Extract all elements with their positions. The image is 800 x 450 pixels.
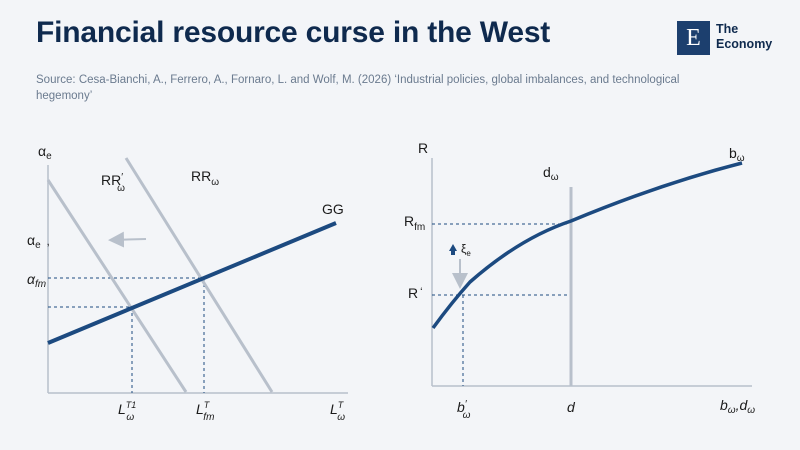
logo-mark: E	[677, 21, 710, 55]
xi-label: ξe	[461, 242, 471, 258]
gg-label: GG	[322, 201, 344, 217]
l1-tick-label: LT1 ω	[118, 400, 136, 423]
b-omega-curve	[431, 161, 743, 330]
alpha-e-label: αe,	[27, 232, 50, 251]
logo-line-1: The	[716, 22, 739, 36]
l-tick-label: LT ω	[330, 400, 345, 423]
left-y-axis-label: αe	[38, 143, 52, 162]
bprime-tick-label: b′ ω	[457, 399, 471, 421]
rr-label: RRω	[191, 168, 219, 188]
d-tick-label: d	[567, 399, 576, 415]
d-omega-label: dω	[543, 164, 559, 183]
shift-left-arrow	[108, 231, 147, 248]
source-citation: Source: Cesa-Bianchi, A., Ferrero, A., F…	[36, 74, 680, 102]
rprime-label: R ‘	[408, 285, 423, 301]
right-panel: R ξe dω bω Rfm R ‘ b′ ω d	[404, 140, 755, 421]
rr-curve	[124, 157, 274, 393]
xi-up-arrow	[449, 244, 457, 255]
alpha-fm-label: αfm	[27, 271, 46, 290]
page-title: Financial resource curse in the West	[36, 16, 551, 49]
rfm-label: Rfm	[404, 213, 425, 233]
gg-curve	[47, 221, 337, 345]
b-omega-label: bω	[729, 145, 745, 164]
left-panel: αe RR′ ω RRω GG αe, αfm LT1 ω	[27, 143, 348, 423]
lfm-tick-label: LT fm	[196, 400, 214, 423]
right-y-axis-label: R	[418, 140, 428, 156]
right-x-axis-label: bω,dω	[720, 397, 755, 416]
logo-wordmark: The Economy	[716, 22, 772, 52]
rr-prime-curve	[46, 179, 188, 393]
logo-line-2: Economy	[716, 37, 773, 51]
rr-prime-label: RR′ ω	[101, 172, 125, 194]
brand-logo: E The Economy	[677, 21, 772, 55]
